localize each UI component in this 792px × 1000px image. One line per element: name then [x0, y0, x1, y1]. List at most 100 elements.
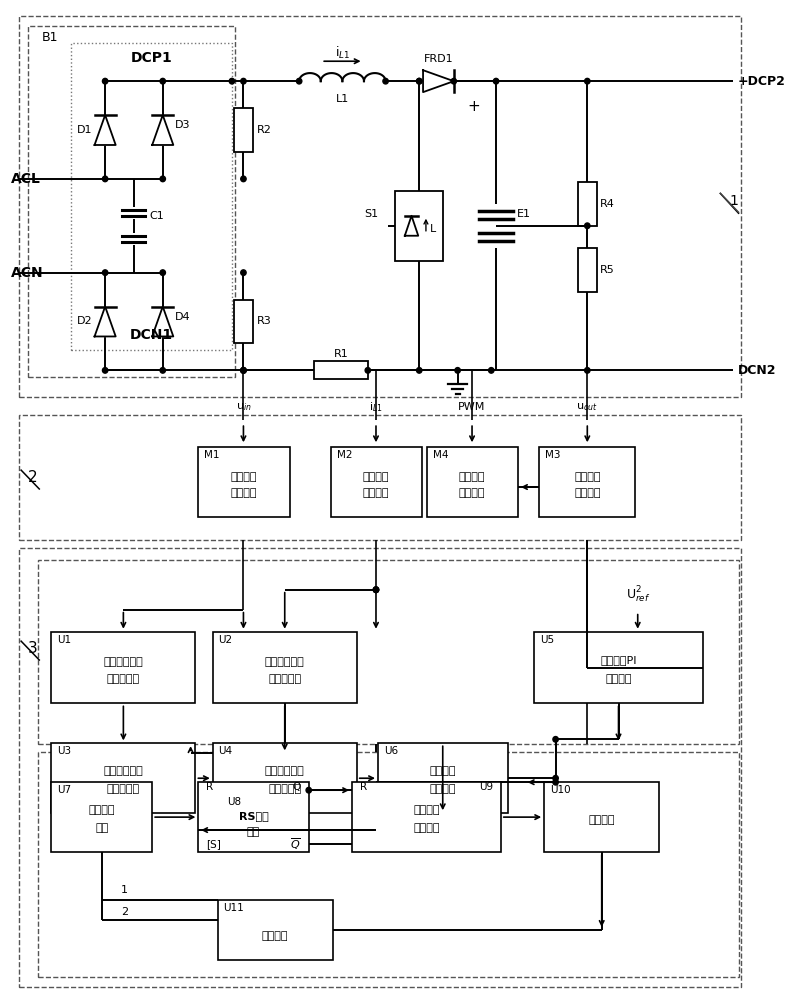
Bar — [395, 191, 444, 261]
Text: U4: U4 — [219, 746, 233, 756]
Text: 电压平方PI: 电压平方PI — [600, 655, 637, 665]
Text: 检测电路: 检测电路 — [574, 488, 600, 498]
Circle shape — [417, 368, 422, 373]
Text: 2: 2 — [121, 907, 128, 917]
Circle shape — [241, 270, 246, 275]
Text: R: R — [360, 782, 367, 792]
Text: U1: U1 — [57, 635, 71, 645]
Text: 比较模块: 比较模块 — [588, 815, 615, 825]
Circle shape — [493, 78, 499, 84]
Circle shape — [373, 587, 379, 593]
Bar — [19, 16, 741, 397]
Text: 值计算模块: 值计算模块 — [107, 675, 140, 685]
Text: ACL: ACL — [11, 172, 41, 186]
Text: U8: U8 — [227, 797, 242, 807]
Text: L: L — [429, 224, 436, 234]
Bar — [539, 447, 635, 517]
Circle shape — [102, 270, 108, 275]
Polygon shape — [405, 216, 418, 236]
Bar — [314, 361, 367, 379]
Circle shape — [373, 587, 379, 593]
Bar — [544, 782, 659, 852]
Circle shape — [306, 787, 311, 793]
Circle shape — [296, 78, 302, 84]
Text: 定标模块: 定标模块 — [429, 784, 456, 794]
Bar — [234, 108, 253, 152]
Text: DCN1: DCN1 — [130, 328, 173, 342]
Text: 1: 1 — [121, 885, 128, 895]
Bar — [38, 560, 739, 744]
Circle shape — [373, 587, 379, 593]
Text: 积分模块: 积分模块 — [413, 823, 440, 833]
Text: +: + — [467, 99, 480, 114]
Bar — [198, 447, 290, 517]
Text: L1: L1 — [336, 94, 349, 104]
Text: 输入功率: 输入功率 — [429, 766, 456, 776]
Text: 检测电路: 检测电路 — [363, 488, 389, 498]
Text: 模块: 模块 — [95, 823, 109, 833]
Bar — [70, 43, 232, 350]
Text: M2: M2 — [337, 450, 352, 460]
Bar — [378, 743, 508, 813]
Circle shape — [584, 368, 590, 373]
Text: u$_{out}$: u$_{out}$ — [577, 401, 599, 413]
Text: U7: U7 — [57, 785, 71, 795]
Text: FRD1: FRD1 — [424, 54, 453, 64]
Text: ACN: ACN — [11, 266, 44, 280]
Circle shape — [160, 368, 166, 373]
Circle shape — [553, 737, 558, 742]
Text: 输入功率平均: 输入功率平均 — [104, 766, 143, 776]
Text: U11: U11 — [223, 903, 244, 913]
Text: 值计算模块: 值计算模块 — [107, 784, 140, 794]
Circle shape — [229, 78, 234, 84]
Bar — [535, 632, 703, 703]
Text: 输入电压有效: 输入电压有效 — [104, 657, 143, 667]
Polygon shape — [423, 70, 454, 92]
Bar — [213, 743, 356, 813]
Text: RS触发: RS触发 — [238, 811, 268, 821]
Circle shape — [241, 176, 246, 182]
Polygon shape — [152, 307, 173, 336]
Circle shape — [417, 78, 422, 84]
Text: 3: 3 — [29, 641, 38, 656]
Text: U$^{2}_{ref}$: U$^{2}_{ref}$ — [626, 585, 650, 605]
Text: 输出电压: 输出电压 — [574, 472, 600, 482]
Circle shape — [553, 775, 558, 781]
Bar — [213, 632, 356, 703]
Bar — [352, 782, 501, 852]
Bar — [577, 182, 597, 226]
Text: U10: U10 — [550, 785, 570, 795]
Circle shape — [241, 368, 246, 373]
Circle shape — [102, 368, 108, 373]
Circle shape — [241, 368, 246, 373]
Circle shape — [365, 368, 371, 373]
Bar — [51, 782, 152, 852]
Polygon shape — [152, 115, 173, 145]
Bar — [19, 548, 741, 987]
Circle shape — [417, 78, 422, 84]
Text: 输入电压: 输入电压 — [230, 472, 257, 482]
Text: U9: U9 — [479, 782, 493, 792]
Text: 输入电流: 输入电流 — [363, 472, 389, 482]
Text: E1: E1 — [517, 209, 531, 219]
Circle shape — [102, 78, 108, 84]
Text: +DCP2: +DCP2 — [738, 75, 786, 88]
Text: S1: S1 — [364, 209, 378, 219]
Text: R3: R3 — [257, 316, 272, 326]
Polygon shape — [94, 115, 116, 145]
Text: D2: D2 — [77, 316, 93, 326]
Text: DCP1: DCP1 — [131, 51, 172, 65]
Bar — [51, 743, 196, 813]
Text: D3: D3 — [175, 120, 191, 130]
Text: U2: U2 — [219, 635, 233, 645]
Circle shape — [584, 78, 590, 84]
Text: 调节模块: 调节模块 — [605, 675, 632, 685]
Bar — [234, 300, 253, 343]
Bar — [51, 632, 196, 703]
Text: R5: R5 — [600, 265, 615, 275]
Bar — [331, 447, 422, 517]
Text: $\overline{Q}$: $\overline{Q}$ — [291, 836, 301, 852]
Circle shape — [241, 78, 246, 84]
Circle shape — [160, 270, 166, 275]
Text: R: R — [206, 782, 213, 792]
